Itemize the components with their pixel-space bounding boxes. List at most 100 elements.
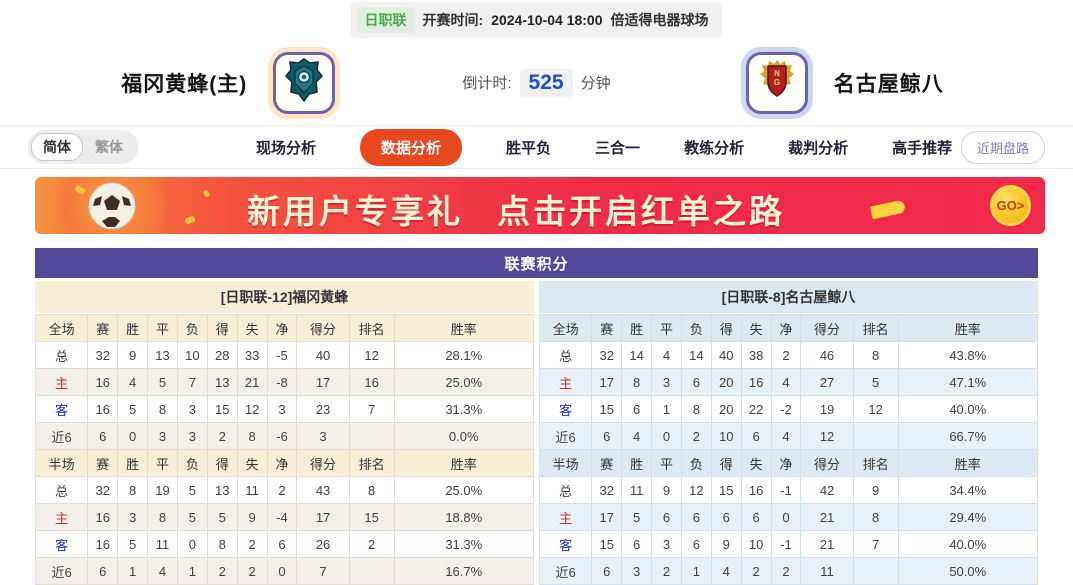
stat-cell: 1 <box>117 557 149 585</box>
stat-cell: 26 <box>296 530 350 558</box>
stats-row-total: 总 32 11 9 12 15 16 -1 42 9 34.4% <box>538 476 1038 504</box>
stat-cell: 16 <box>348 368 395 396</box>
column-header-row: 全场赛胜平负得失净得分 排名 胜率 <box>34 314 534 342</box>
stat-cell: 6 <box>740 422 772 450</box>
tab-三合一[interactable]: 三合一 <box>595 139 641 157</box>
stat-cell: 3 <box>651 368 682 396</box>
column-header: 平 <box>147 449 178 477</box>
stat-cell: 4 <box>621 422 653 450</box>
stat-cell: 9 <box>710 530 742 558</box>
row-label: 客 <box>34 395 89 423</box>
tab-高手推荐[interactable]: 高手推荐 <box>892 139 953 157</box>
stat-cell: 32 <box>591 341 623 369</box>
tab-数据分析[interactable]: 数据分析 <box>360 128 463 166</box>
home-team-name: 福冈黄蜂(主) <box>121 72 248 96</box>
stat-cell: 2 <box>236 557 268 585</box>
stats-row-home: 主 17 8 3 6 20 16 4 27 5 47.1% <box>538 368 1038 396</box>
stat-cell <box>852 422 899 450</box>
stat-cell: 40.0% <box>897 530 1038 558</box>
stats-row-away: 客 15 6 1 8 20 22 -2 19 12 40.0% <box>538 395 1038 423</box>
stats-row-home: 主 16 3 8 5 5 9 -4 17 15 18.8% <box>34 503 534 531</box>
stat-cell: 50.0% <box>897 557 1038 585</box>
stats-row-home: 主 16 4 5 7 13 21 -8 17 16 25.0% <box>34 368 534 396</box>
match-info-pill: 日职联 开赛时间: 2024-10-04 18:00 倍适得电器球场 <box>350 2 723 38</box>
row-label: 近6 <box>538 422 593 450</box>
stat-cell: 6 <box>266 530 298 558</box>
column-header: 负 <box>176 449 208 477</box>
stat-cell: 15 <box>591 395 623 423</box>
stat-cell: 4 <box>770 368 802 396</box>
recent-odds-button[interactable]: 近期盘路 <box>960 130 1045 164</box>
stat-cell: 25.0% <box>393 476 534 504</box>
banner-go-button[interactable]: GO> <box>990 185 1031 226</box>
column-header: 胜 <box>117 314 149 342</box>
stat-cell: 1 <box>680 557 712 585</box>
row-label: 主 <box>538 368 593 396</box>
countdown-value: 525 <box>519 68 573 97</box>
stat-cell: 18.8% <box>393 503 534 531</box>
stat-cell: 6 <box>87 422 119 450</box>
tab-现场分析[interactable]: 现场分析 <box>256 139 317 157</box>
stat-cell: 13 <box>147 341 178 369</box>
stat-cell: 7 <box>176 368 208 396</box>
stat-cell: 6 <box>710 503 742 531</box>
tab-胜平负[interactable]: 胜平负 <box>506 139 552 157</box>
stat-cell: 20 <box>710 368 742 396</box>
column-header: 负 <box>176 314 208 342</box>
column-header: 得 <box>710 314 742 342</box>
stats-row-away: 客 15 6 3 6 9 10 -1 21 7 40.0% <box>538 530 1038 558</box>
column-header: 负 <box>680 449 712 477</box>
stat-cell: 23 <box>296 395 350 423</box>
stat-cell: 32 <box>87 341 119 369</box>
column-header: 得分 <box>800 314 854 342</box>
lang-traditional-button[interactable]: 繁体 <box>95 139 123 155</box>
match-info-bar: 日职联 开赛时间: 2024-10-04 18:00 倍适得电器球场 <box>0 0 1073 40</box>
stat-cell: 12 <box>348 341 395 369</box>
column-header: 排名 <box>348 314 395 342</box>
banner-swoosh-decoration <box>870 199 906 220</box>
stats-row-recent: 近6 6 3 2 1 4 2 2 11 50.0% <box>538 557 1038 585</box>
stat-cell: 5 <box>621 503 653 531</box>
stat-cell: 13 <box>206 368 238 396</box>
tab-教练分析[interactable]: 教练分析 <box>684 139 745 157</box>
stat-cell: 3 <box>117 503 149 531</box>
stat-cell: 0 <box>176 530 208 558</box>
stat-cell: 28 <box>206 341 238 369</box>
column-header: 赛 <box>87 449 119 477</box>
stat-cell <box>852 557 899 585</box>
stat-cell: 2 <box>740 557 772 585</box>
stats-row-home: 主 17 5 6 6 6 6 0 21 8 29.4% <box>538 503 1038 531</box>
home-stats-grid: 全场赛胜平负得失净得分 排名 胜率总 32 9 13 10 28 33 -5 40 12 28.1% 主 1… <box>34 314 534 585</box>
promo-banner[interactable]: 新用户专享礼 点击开启红单之路 GO> <box>35 177 1045 234</box>
stat-cell: -5 <box>266 341 298 369</box>
stat-cell: 19 <box>800 395 854 423</box>
tab-裁判分析[interactable]: 裁判分析 <box>788 139 849 157</box>
stat-cell: 0.0% <box>393 422 534 450</box>
column-header: 赛 <box>591 314 623 342</box>
column-header: 平 <box>147 314 178 342</box>
column-header: 半场 <box>538 449 593 477</box>
stat-cell: 31.3% <box>393 530 534 558</box>
away-team-logo: N G <box>745 51 808 114</box>
column-header-row: 半场赛胜平负得失净得分 排名 胜率 <box>538 449 1038 477</box>
home-team-logo <box>273 51 336 114</box>
stat-cell: 8 <box>680 395 712 423</box>
column-header: 排名 <box>348 449 395 477</box>
stats-row-total: 总 32 9 13 10 28 33 -5 40 12 28.1% <box>34 341 534 369</box>
row-label: 近6 <box>34 422 89 450</box>
stat-cell: 2 <box>206 422 238 450</box>
column-header: 赛 <box>591 449 623 477</box>
stat-cell: 16 <box>87 395 119 423</box>
stat-cell <box>348 422 395 450</box>
lang-simplified-button[interactable]: 简体 <box>31 133 83 161</box>
league-badge: 日职联 <box>356 7 415 33</box>
stat-cell: 47.1% <box>897 368 1038 396</box>
stat-cell: 1 <box>651 395 682 423</box>
stat-cell: 25.0% <box>393 368 534 396</box>
stat-cell: 17 <box>591 503 623 531</box>
stat-cell: 2 <box>206 557 238 585</box>
column-header: 净 <box>770 314 802 342</box>
home-section-title: [日职联-12]福冈黄蜂 <box>35 281 534 313</box>
stat-cell: 6 <box>651 503 682 531</box>
svg-text:G: G <box>774 78 780 87</box>
